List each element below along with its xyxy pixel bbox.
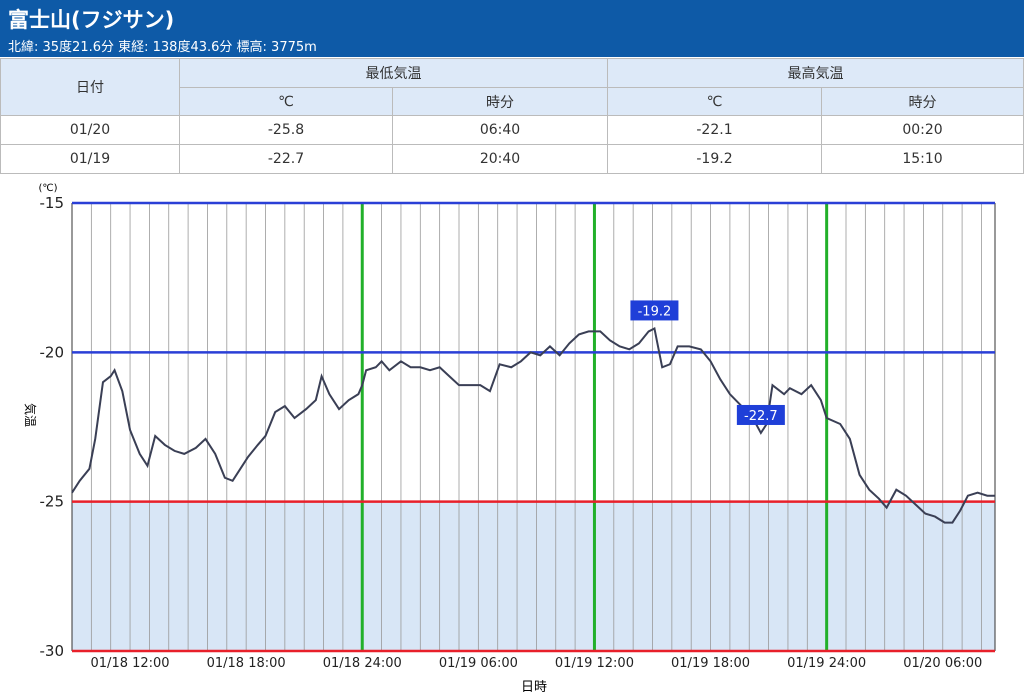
- shade: [72, 501, 995, 651]
- y-unit: (℃): [38, 183, 57, 194]
- cell: -19.2: [607, 144, 822, 174]
- header-cell: 時分: [392, 87, 608, 116]
- annotation-box: [630, 300, 679, 321]
- x-tick-label: 01/19 18:00: [671, 656, 750, 671]
- cell: 20:40: [392, 144, 608, 174]
- title: 富士山(フジサン): [8, 8, 175, 32]
- header-cell: 日付: [0, 58, 180, 116]
- header-cell: 時分: [821, 87, 1024, 116]
- chart: -15 -20 -25 -30 01/18 12:00 01/18 18:00 01/18 …: [23, 183, 996, 695]
- table: 日付 最低気温 最高気温 ℃ 時分 ℃ 時分 01/20 -25.8 06:40 -22.1 00…: [0, 58, 1024, 174]
- x-tick-label: 01/19 12:00: [555, 656, 634, 671]
- annotation: -22.7: [744, 409, 778, 424]
- x-tick-label: 01/19 24:00: [787, 656, 866, 671]
- header-cell: 最高気温: [607, 58, 1024, 88]
- annotation: -19.2: [638, 304, 672, 319]
- x-axis-label: 日時: [521, 680, 547, 695]
- cell: 00:20: [821, 115, 1024, 145]
- subtitle: 北緯: 35度21.6分 東経: 138度43.6分 標高: 3775m: [8, 40, 317, 55]
- cell: 06:40: [392, 115, 608, 145]
- x-tick-label: 01/19 06:00: [439, 656, 518, 671]
- annotation-box: [736, 404, 785, 425]
- cell: -22.1: [607, 115, 822, 145]
- x-tick-label: 01/18 24:00: [323, 656, 402, 671]
- series-line: [71, 326, 995, 524]
- header-cell: 最低気温: [179, 58, 608, 88]
- table-row: 01/20 -25.8 06:40 -22.1 00:20: [0, 115, 1024, 145]
- y-tick-label: -15: [40, 194, 65, 212]
- header-cell: ℃: [179, 87, 393, 116]
- cell: 01/19: [0, 144, 180, 174]
- y-tick-label: -30: [40, 642, 65, 660]
- x-tick-label: 01/20 06:00: [903, 656, 982, 671]
- y-tick-label: -20: [40, 343, 65, 361]
- y-tick-label: -25: [40, 493, 65, 511]
- header-cell: ℃: [607, 87, 822, 116]
- header: 富士山(フジサン) 北緯: 35度21.6分 東経: 138度43.6分 標高:…: [0, 0, 1024, 57]
- x-tick-label: 01/18 18:00: [207, 656, 286, 671]
- x-tick-label: 01/18 12:00: [91, 656, 170, 671]
- cell: -25.8: [179, 115, 393, 145]
- table-row: 01/19 -22.7 20:40 -19.2 15:10: [0, 144, 1024, 174]
- cell: -22.7: [179, 144, 393, 174]
- cell: 01/20: [0, 115, 180, 145]
- cell: 15:10: [821, 144, 1024, 174]
- y-axis-label: 気温: [23, 403, 38, 427]
